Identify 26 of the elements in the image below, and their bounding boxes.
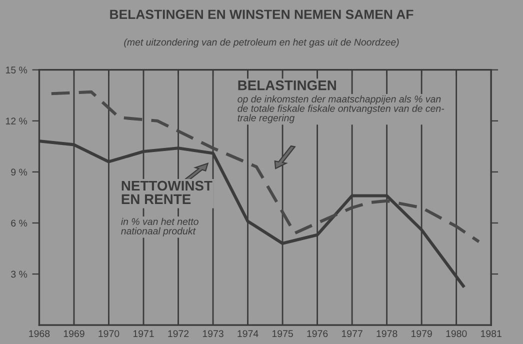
x-tick-label: 1975: [272, 330, 293, 338]
chart-subtitle: (met uitzondering van de petroleum en het gas uit de Noordzee): [124, 38, 399, 48]
x-tick-label: 1969: [64, 330, 84, 338]
y-tick-label: 15 %: [6, 66, 28, 74]
annotation: op de inkomsten der maatschappijen als % van de totale fiskale fiskale ontvangsten van de cen- trale regering: [238, 95, 444, 124]
y-tick-label: 3 %: [11, 270, 28, 278]
annotation: BELASTINGEN: [238, 80, 336, 90]
x-tick-label: 1977: [342, 330, 362, 338]
x-tick-label: 1971: [133, 330, 154, 338]
x-tick-label: 1981: [481, 330, 502, 338]
x-tick-label: 1980: [446, 330, 467, 338]
x-tick-label: 1974: [238, 330, 258, 338]
annotation: in % van het netto nationaal produkt: [121, 218, 198, 236]
x-tick-label: 1973: [202, 330, 224, 338]
x-tick-label: 1979: [412, 330, 432, 338]
x-tick-label: 1970: [98, 330, 120, 338]
x-tick-label: 1972: [168, 330, 189, 338]
line-series: [50, 90, 480, 244]
y-tick-label: 6 %: [11, 220, 28, 227]
chart-title: BELASTINGEN EN WINSTEN NEMEN SAMEN AF: [110, 10, 414, 20]
y-tick-label: 9 %: [11, 168, 28, 176]
x-tick-label: 1976: [307, 330, 328, 338]
annotation: NETTOWINST EN RENTE: [122, 180, 212, 204]
x-tick-label: 1968: [29, 330, 50, 338]
x-tick-label: 1978: [376, 330, 398, 338]
y-tick-label: 12 %: [6, 118, 28, 124]
